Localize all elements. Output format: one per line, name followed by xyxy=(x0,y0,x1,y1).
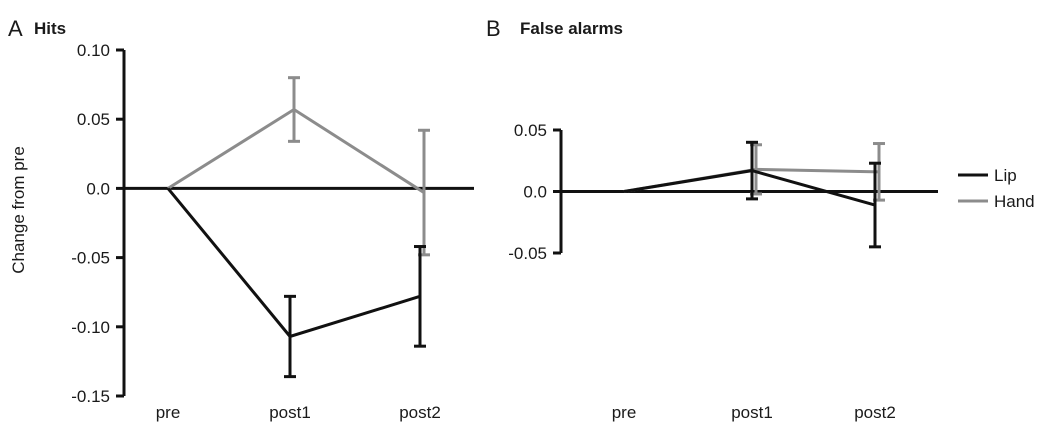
x-tick-label: post1 xyxy=(269,403,311,422)
x-tick-label: pre xyxy=(612,403,637,422)
panel-b-false-alarms: B False alarms 0.05 0.0 -0.05 pre post1 post2 xyxy=(486,16,938,422)
panel-b-title: False alarms xyxy=(520,19,623,38)
panel-a-letter: A xyxy=(8,16,23,41)
x-tick-label: post2 xyxy=(399,403,441,422)
panel-a-hits: A Hits Change from pre 0.10 0.05 0.0 -0.05 -… xyxy=(8,16,474,422)
x-tick-label: post2 xyxy=(854,403,896,422)
x-tick-label: pre xyxy=(156,403,181,422)
y-tick-label: -0.10 xyxy=(71,318,110,337)
y-tick-label: 0.0 xyxy=(523,183,547,202)
y-tick-label: -0.15 xyxy=(71,387,110,406)
series-line-hand xyxy=(167,107,425,194)
legend-label-hand: Hand xyxy=(994,192,1035,211)
y-tick-label: 0.10 xyxy=(77,41,110,60)
legend: Lip Hand xyxy=(958,166,1035,211)
y-tick-label: 0.05 xyxy=(514,121,547,140)
series-line-lip xyxy=(166,187,421,339)
x-tick-label: post1 xyxy=(731,403,773,422)
y-tick-label: -0.05 xyxy=(71,249,110,268)
y-axis-title: Change from pre xyxy=(9,146,28,274)
panel-b-letter: B xyxy=(486,16,501,41)
panel-a-title: Hits xyxy=(34,19,66,38)
y-tick-label: 0.05 xyxy=(77,110,110,129)
y-tick-label: 0.0 xyxy=(86,179,110,198)
legend-label-lip: Lip xyxy=(994,166,1017,185)
y-tick-label: -0.05 xyxy=(508,244,547,263)
